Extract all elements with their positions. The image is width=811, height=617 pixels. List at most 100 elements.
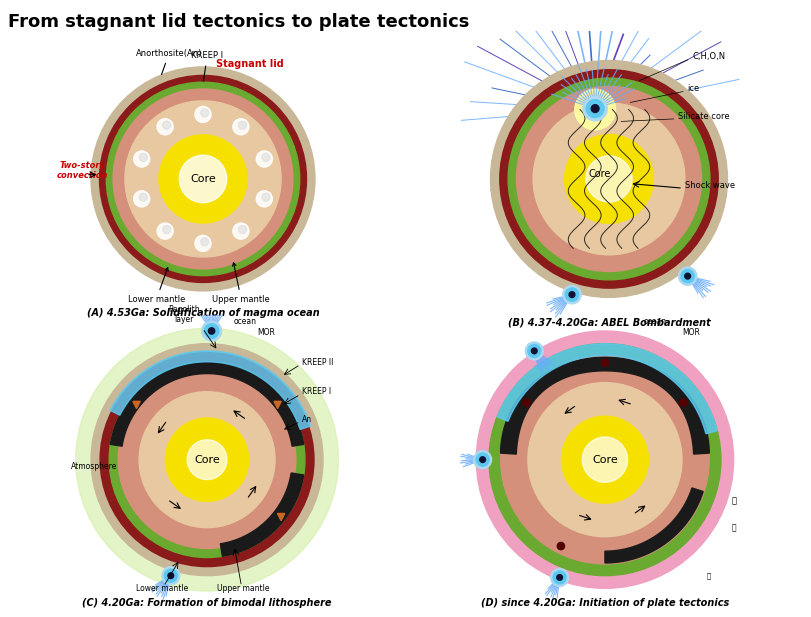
Text: Core: Core [588, 169, 610, 180]
Text: C,H,O,N: C,H,O,N [692, 52, 724, 60]
Circle shape [508, 78, 709, 280]
Circle shape [562, 286, 581, 304]
Circle shape [490, 60, 727, 297]
Text: An: An [302, 415, 312, 424]
Circle shape [527, 383, 681, 537]
Circle shape [564, 135, 653, 223]
Circle shape [91, 67, 315, 291]
Circle shape [586, 100, 603, 117]
Circle shape [530, 348, 536, 354]
Circle shape [139, 154, 147, 162]
Text: Two-story
convection: Two-story convection [57, 161, 108, 180]
Circle shape [476, 331, 732, 589]
Text: KREEP II: KREEP II [302, 357, 333, 366]
Circle shape [522, 399, 530, 407]
Text: Upper mantle: Upper mantle [212, 263, 270, 304]
Circle shape [590, 105, 599, 112]
Circle shape [200, 238, 208, 246]
Text: ice: ice [687, 84, 699, 93]
Polygon shape [496, 344, 716, 434]
Text: Silicate core: Silicate core [677, 112, 729, 121]
Circle shape [527, 344, 540, 357]
Circle shape [488, 344, 720, 576]
Circle shape [678, 267, 696, 285]
Text: Atmosphere: Atmosphere [71, 462, 118, 471]
Circle shape [113, 89, 293, 269]
Circle shape [262, 154, 269, 162]
Text: MOR: MOR [681, 328, 699, 337]
Circle shape [525, 342, 543, 360]
Circle shape [195, 106, 211, 123]
Text: Lower mantle: Lower mantle [135, 584, 187, 593]
Circle shape [556, 542, 564, 550]
Circle shape [256, 151, 272, 167]
Circle shape [161, 566, 179, 585]
Polygon shape [110, 362, 303, 446]
Circle shape [680, 270, 693, 283]
Circle shape [134, 151, 149, 167]
Text: Core: Core [194, 455, 220, 465]
Circle shape [574, 89, 615, 130]
Polygon shape [500, 357, 709, 454]
Text: Lower mantle: Lower mantle [127, 268, 185, 304]
Text: (C) 4.20Ga: Formation of bimodal lithosphere: (C) 4.20Ga: Formation of bimodal lithosp… [82, 598, 332, 608]
Circle shape [157, 223, 173, 239]
Circle shape [684, 273, 689, 279]
Circle shape [100, 353, 314, 566]
Circle shape [134, 191, 149, 207]
Circle shape [168, 573, 174, 579]
Circle shape [550, 568, 568, 586]
Circle shape [233, 223, 249, 239]
Circle shape [238, 225, 247, 233]
Text: Anorthosite(An): Anorthosite(An) [135, 49, 202, 75]
Circle shape [179, 155, 226, 203]
Text: KREEP I: KREEP I [302, 387, 331, 396]
Circle shape [516, 86, 701, 271]
Circle shape [162, 225, 170, 233]
Circle shape [581, 437, 627, 482]
Circle shape [162, 121, 170, 129]
Text: ocean: ocean [642, 317, 666, 326]
Circle shape [164, 569, 177, 582]
Circle shape [233, 118, 249, 135]
Polygon shape [277, 513, 285, 521]
Circle shape [165, 418, 248, 502]
Circle shape [204, 324, 219, 338]
Circle shape [100, 75, 306, 283]
Text: From stagnant lid tectonics to plate tectonics: From stagnant lid tectonics to plate tec… [8, 12, 469, 31]
Circle shape [200, 109, 208, 117]
Text: (A) 4.53Ga: Solidification of magma ocean: (A) 4.53Ga: Solidification of magma ocea… [87, 308, 319, 318]
Circle shape [195, 235, 211, 252]
Circle shape [159, 135, 247, 223]
Circle shape [601, 359, 607, 366]
Circle shape [500, 355, 708, 564]
Text: MOR: MOR [257, 328, 275, 337]
Circle shape [91, 344, 323, 576]
Circle shape [75, 328, 338, 591]
Text: (B) 4.37-4.20Ga: ABEL Bombardment: (B) 4.37-4.20Ga: ABEL Bombardment [507, 317, 710, 328]
Circle shape [560, 416, 648, 503]
Text: Regolith
layer: Regolith layer [169, 305, 200, 324]
Text: KREEP I: KREEP I [191, 51, 223, 81]
Polygon shape [604, 488, 702, 563]
Circle shape [109, 362, 305, 558]
Circle shape [679, 399, 686, 407]
Circle shape [262, 193, 269, 201]
Polygon shape [273, 401, 281, 408]
Circle shape [533, 103, 684, 255]
Circle shape [187, 440, 227, 479]
Circle shape [201, 321, 221, 341]
Polygon shape [110, 351, 310, 429]
Circle shape [583, 99, 606, 121]
Circle shape [256, 191, 272, 207]
Circle shape [157, 118, 173, 135]
Circle shape [106, 82, 299, 276]
Circle shape [238, 121, 247, 129]
Circle shape [564, 288, 578, 301]
Polygon shape [133, 401, 140, 408]
Circle shape [139, 392, 275, 528]
Text: Stagnant lid: Stagnant lid [216, 59, 283, 69]
Text: (D) since 4.20Ga: Initiation of plate tectonics: (D) since 4.20Ga: Initiation of plate te… [480, 598, 728, 608]
Text: ocean: ocean [234, 317, 256, 326]
Circle shape [139, 193, 147, 201]
